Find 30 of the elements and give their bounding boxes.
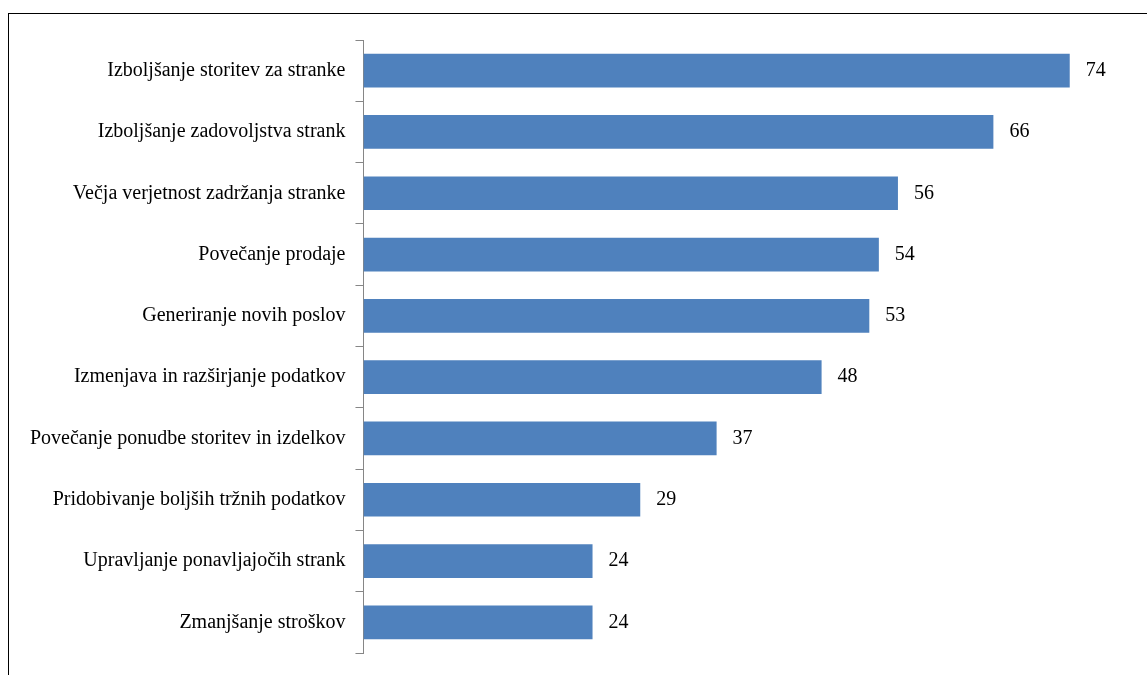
y-tick-label: Izboljšanje zadovoljstva strank bbox=[97, 119, 346, 143]
data-label: 37 bbox=[732, 425, 753, 448]
bar bbox=[363, 176, 898, 211]
bar bbox=[363, 115, 994, 149]
bar bbox=[363, 237, 879, 272]
y-tick-label: Povečanje prodaje bbox=[198, 241, 346, 265]
y-tick-label: Izmenjava in razširjanje podatkov bbox=[73, 364, 346, 388]
y-tick-label: Zmanjšanje stroškov bbox=[179, 609, 346, 633]
data-label: 74 bbox=[1085, 57, 1106, 80]
y-tick-label: Upravljanje ponavljajočih strank bbox=[83, 548, 346, 572]
bar bbox=[363, 544, 593, 578]
data-label: 56 bbox=[913, 180, 934, 203]
bar bbox=[363, 53, 1070, 88]
bar bbox=[363, 482, 641, 517]
data-label: 53 bbox=[885, 303, 906, 326]
y-tick-label: Pridobivanje boljših tržnih podatkov bbox=[52, 487, 346, 510]
y-tick-label: Generiranje novih poslov bbox=[142, 303, 346, 327]
data-label: 29 bbox=[656, 487, 677, 509]
data-label: 24 bbox=[608, 609, 629, 632]
data-label: 54 bbox=[894, 241, 915, 264]
y-tick-label: Povečanje ponudbe storitev in izdelkov bbox=[29, 425, 346, 449]
bar bbox=[363, 360, 822, 395]
data-label: 48 bbox=[837, 364, 858, 387]
data-label: 24 bbox=[608, 548, 629, 571]
y-tick-label: Večja verjetnost zadržanja stranke bbox=[72, 180, 346, 204]
bar bbox=[363, 605, 593, 640]
bar bbox=[363, 298, 870, 333]
data-label: 66 bbox=[1009, 119, 1030, 142]
y-tick-label: Izboljšanje storitev za stranke bbox=[107, 57, 346, 81]
bar bbox=[363, 421, 717, 456]
